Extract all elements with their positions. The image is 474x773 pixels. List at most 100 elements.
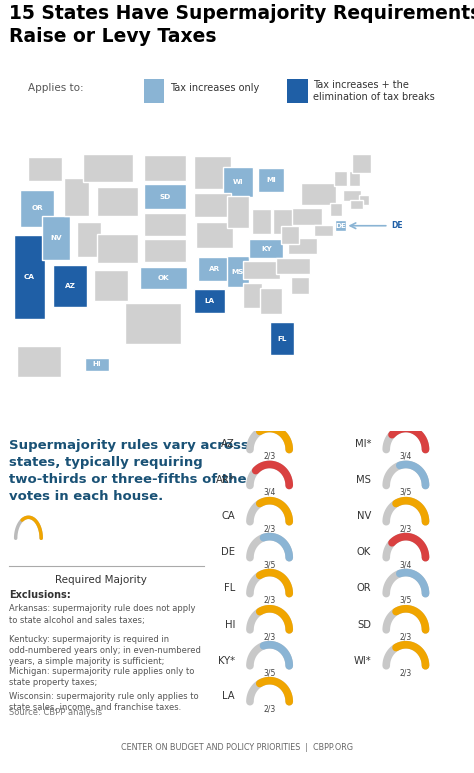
FancyBboxPatch shape: [228, 256, 248, 287]
FancyBboxPatch shape: [144, 213, 186, 236]
Text: 3/4: 3/4: [400, 560, 412, 569]
Text: 2/3: 2/3: [400, 632, 412, 641]
Text: OK: OK: [357, 547, 371, 557]
FancyBboxPatch shape: [83, 154, 133, 182]
FancyBboxPatch shape: [144, 155, 186, 181]
Text: AZ: AZ: [221, 439, 235, 449]
FancyBboxPatch shape: [198, 257, 230, 281]
FancyBboxPatch shape: [196, 222, 233, 248]
FancyBboxPatch shape: [243, 261, 280, 279]
FancyBboxPatch shape: [314, 225, 333, 236]
FancyBboxPatch shape: [301, 182, 336, 205]
Text: Tax increases only: Tax increases only: [170, 83, 259, 93]
FancyBboxPatch shape: [53, 265, 87, 308]
Text: Source: CBPP analysis: Source: CBPP analysis: [9, 708, 102, 717]
FancyBboxPatch shape: [335, 220, 346, 231]
Text: AR: AR: [209, 266, 220, 272]
FancyBboxPatch shape: [281, 226, 299, 243]
FancyBboxPatch shape: [334, 171, 347, 186]
FancyBboxPatch shape: [97, 234, 138, 263]
FancyBboxPatch shape: [85, 358, 109, 370]
Text: 2/3: 2/3: [264, 704, 276, 713]
Text: 3/5: 3/5: [400, 596, 412, 605]
FancyBboxPatch shape: [228, 196, 248, 227]
Bar: [287, 80, 308, 103]
FancyBboxPatch shape: [249, 240, 283, 258]
Text: Exclusions:: Exclusions:: [9, 590, 71, 600]
Text: Kentucky: supermajority is required in
odd-numbered years only; in even-numbered: Kentucky: supermajority is required in o…: [9, 635, 201, 666]
Text: 2/3: 2/3: [264, 632, 276, 641]
Text: MI: MI: [266, 177, 276, 183]
Text: KY*: KY*: [218, 656, 235, 666]
Text: 2/3: 2/3: [400, 524, 412, 533]
Text: WI: WI: [233, 179, 243, 185]
Text: MI*: MI*: [355, 439, 371, 449]
FancyBboxPatch shape: [42, 216, 70, 260]
FancyBboxPatch shape: [292, 208, 322, 225]
FancyBboxPatch shape: [252, 209, 271, 233]
Text: Michigan: supermajority rule applies only to
state property taxes;: Michigan: supermajority rule applies onl…: [9, 667, 195, 687]
Text: SD: SD: [159, 194, 171, 200]
Text: Applies to:: Applies to:: [27, 83, 83, 93]
Text: 3/4: 3/4: [400, 452, 412, 461]
FancyBboxPatch shape: [125, 303, 181, 345]
FancyBboxPatch shape: [97, 187, 138, 216]
Bar: [144, 80, 164, 103]
FancyBboxPatch shape: [144, 184, 186, 209]
Text: 3/4: 3/4: [264, 488, 276, 497]
FancyBboxPatch shape: [276, 257, 310, 274]
Text: WI*: WI*: [354, 656, 371, 666]
Text: AR*: AR*: [216, 475, 235, 485]
Text: DE: DE: [335, 223, 346, 229]
FancyBboxPatch shape: [77, 223, 101, 257]
Text: KY: KY: [261, 246, 272, 252]
Text: HI: HI: [225, 620, 235, 629]
FancyBboxPatch shape: [243, 283, 262, 308]
Text: 2/3: 2/3: [400, 668, 412, 677]
FancyBboxPatch shape: [194, 156, 231, 189]
FancyBboxPatch shape: [349, 171, 361, 186]
FancyBboxPatch shape: [194, 289, 225, 313]
FancyBboxPatch shape: [223, 167, 253, 196]
FancyBboxPatch shape: [258, 168, 284, 192]
FancyBboxPatch shape: [14, 235, 45, 319]
Text: LA: LA: [222, 692, 235, 701]
Text: HI: HI: [93, 361, 101, 367]
Text: 2/3: 2/3: [264, 524, 276, 533]
FancyBboxPatch shape: [288, 237, 317, 254]
FancyBboxPatch shape: [140, 267, 187, 289]
Text: OK: OK: [158, 275, 169, 281]
Text: SD: SD: [357, 620, 371, 629]
Text: Supermajority rules vary across
states, typically requiring
two-thirds or three-: Supermajority rules vary across states, …: [9, 439, 249, 503]
FancyBboxPatch shape: [291, 277, 309, 294]
Text: Tax increases + the
elimination of tax breaks: Tax increases + the elimination of tax b…: [313, 80, 435, 102]
FancyBboxPatch shape: [261, 288, 282, 314]
Text: DE: DE: [221, 547, 235, 557]
FancyBboxPatch shape: [352, 154, 371, 173]
Text: CA: CA: [24, 274, 35, 280]
Text: FL: FL: [224, 584, 235, 594]
Text: 3/5: 3/5: [264, 668, 276, 677]
FancyBboxPatch shape: [28, 158, 62, 182]
Text: OR: OR: [356, 584, 371, 594]
FancyBboxPatch shape: [94, 270, 128, 301]
Text: 2/3: 2/3: [264, 452, 276, 461]
Text: Required Majority: Required Majority: [55, 575, 146, 585]
Text: 3/5: 3/5: [264, 560, 276, 569]
Text: LA: LA: [204, 298, 215, 304]
FancyBboxPatch shape: [194, 192, 231, 216]
FancyBboxPatch shape: [64, 178, 89, 216]
Text: NV: NV: [357, 512, 371, 522]
FancyBboxPatch shape: [330, 203, 341, 216]
Text: OR: OR: [31, 206, 43, 211]
Text: FL: FL: [277, 336, 287, 342]
Text: AZ: AZ: [64, 283, 76, 289]
FancyBboxPatch shape: [343, 190, 361, 201]
FancyBboxPatch shape: [17, 346, 61, 377]
Text: MS: MS: [232, 268, 244, 274]
Text: Wisconsin: supermajority rule only applies to
state sales, income, and franchise: Wisconsin: supermajority rule only appli…: [9, 692, 199, 712]
FancyBboxPatch shape: [359, 196, 369, 205]
Text: NV: NV: [50, 235, 62, 241]
FancyBboxPatch shape: [273, 209, 294, 233]
Text: DE: DE: [391, 221, 403, 230]
